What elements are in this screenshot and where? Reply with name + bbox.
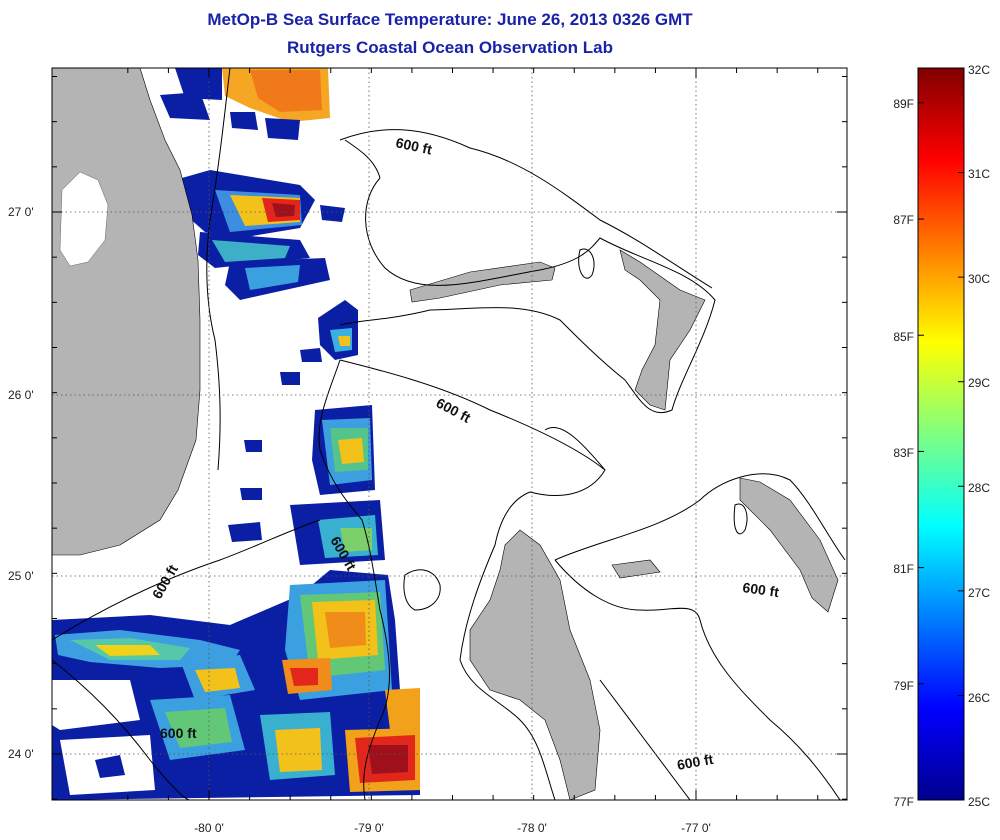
contour-label-7: 600 ft <box>160 725 197 741</box>
fahrenheit-label: 85F <box>893 330 914 344</box>
celsius-label: 32C <box>968 63 990 77</box>
x-tick-label: -77 0' <box>681 821 711 835</box>
y-tick-label: 24 0' <box>8 747 34 761</box>
contour-label-1: 600 ft <box>394 134 433 157</box>
fahrenheit-label: 87F <box>893 213 914 227</box>
celsius-label: 31C <box>968 167 990 181</box>
x-tick-label: -79 0' <box>354 821 384 835</box>
fahrenheit-labels: 89F 87F 85F 83F 81F 79F 77F <box>893 97 914 809</box>
celsius-label: 25C <box>968 795 990 809</box>
celsius-labels: 32C 31C 30C 29C 28C 27C 26C 25C <box>968 63 990 809</box>
bathymetry-contours <box>52 68 846 800</box>
fahrenheit-label: 77F <box>893 795 914 809</box>
fahrenheit-label: 81F <box>893 562 914 576</box>
celsius-label: 26C <box>968 691 990 705</box>
y-axis-labels: 27 0' 26 0' 25 0' 24 0' <box>8 205 34 761</box>
abaco-land <box>619 249 706 411</box>
y-tick-label: 26 0' <box>8 388 34 402</box>
fahrenheit-label: 83F <box>893 446 914 460</box>
x-tick-label: -80 0' <box>194 821 224 835</box>
andros-land <box>469 529 601 800</box>
celsius-label: 29C <box>968 376 990 390</box>
grand-bahama-land <box>409 261 556 303</box>
x-tick-label: -78 0' <box>517 821 547 835</box>
sst-swath <box>52 68 420 800</box>
lake-okeechobee <box>59 171 109 267</box>
graticule <box>52 68 847 800</box>
new-providence-land <box>611 559 661 579</box>
map-title: MetOp-B Sea Surface Temperature: June 26… <box>207 10 693 29</box>
celsius-label: 27C <box>968 586 990 600</box>
fahrenheit-label: 79F <box>893 679 914 693</box>
map-frame <box>51 67 848 801</box>
eleuthera-land <box>739 477 839 613</box>
y-tick-label: 25 0' <box>8 569 34 583</box>
fahrenheit-label: 89F <box>893 97 914 111</box>
celsius-label: 28C <box>968 481 990 495</box>
contour-label-6: 600 ft <box>676 751 715 773</box>
colorbar-gradient <box>917 67 965 801</box>
contour-label-5: 600 ft <box>742 579 781 600</box>
celsius-label: 30C <box>968 272 990 286</box>
colorbar-ticks <box>918 67 964 801</box>
axis-minor-ticks <box>52 68 847 800</box>
y-tick-label: 27 0' <box>8 205 34 219</box>
map-subtitle: Rutgers Coastal Ocean Observation Lab <box>287 38 613 57</box>
x-axis-labels: -80 0' -79 0' -78 0' -77 0' <box>194 821 711 835</box>
